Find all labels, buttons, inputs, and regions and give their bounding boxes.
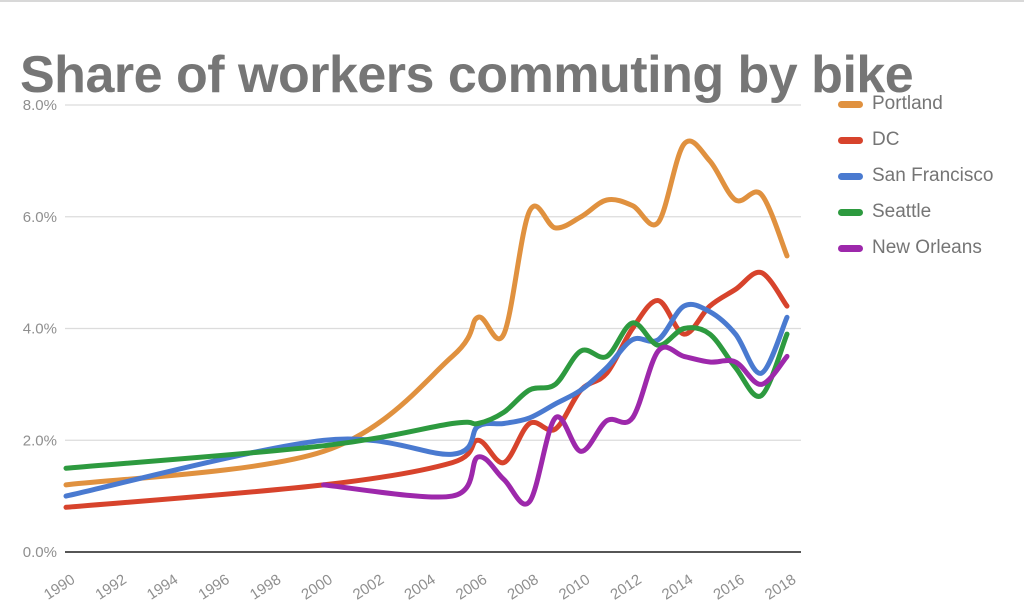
x-tick-label: 1996 xyxy=(195,571,232,603)
legend-item-san-francisco: San Francisco xyxy=(838,164,993,188)
portland-series-swatch-icon xyxy=(838,100,863,108)
x-tick-label: 1990 xyxy=(41,571,78,603)
chart-title: Share of workers commuting by bike xyxy=(20,45,914,104)
x-tick-label: 2002 xyxy=(350,571,387,603)
x-tick-label: 2016 xyxy=(710,571,747,603)
x-tick-label: 2006 xyxy=(453,571,490,603)
legend-label: San Francisco xyxy=(872,165,994,186)
x-tick-label: 2018 xyxy=(762,571,799,603)
legend-label: New Orleans xyxy=(872,237,982,258)
series-line-portland xyxy=(63,138,790,488)
x-tick-label: 2008 xyxy=(504,571,541,603)
dc-series-swatch-icon xyxy=(838,136,863,144)
seattle-series-swatch-icon xyxy=(838,208,863,216)
x-tick-label: 2014 xyxy=(659,571,696,603)
x-tick-label: 2000 xyxy=(298,571,335,603)
new-orleans-series-swatch-icon xyxy=(838,244,863,252)
legend-label: DC xyxy=(872,129,900,150)
y-tick-label: 2.0% xyxy=(23,432,57,449)
legend-label: Portland xyxy=(872,93,943,114)
window-top-edge xyxy=(0,0,1024,2)
x-tick-label: 1998 xyxy=(247,571,284,603)
x-tick-label: 1992 xyxy=(92,571,129,603)
y-tick-label: 8.0% xyxy=(23,97,57,114)
chart-legend: Portland DC San Francisco Seattle New Or… xyxy=(838,92,993,272)
y-tick-label: 4.0% xyxy=(23,321,57,338)
y-tick-label: 6.0% xyxy=(23,209,57,226)
legend-item-seattle: Seattle xyxy=(838,200,993,224)
x-tick-label: 1994 xyxy=(144,571,181,603)
y-tick-label: 0.0% xyxy=(23,544,57,561)
series-line-seattle xyxy=(63,320,790,471)
san-francisco-series-swatch-icon xyxy=(838,172,863,180)
legend-item-new-orleans: New Orleans xyxy=(838,236,993,260)
x-tick-label: 2012 xyxy=(607,571,644,603)
legend-item-dc: DC xyxy=(838,128,993,152)
legend-label: Seattle xyxy=(872,201,932,222)
x-tick-label: 2004 xyxy=(401,571,438,603)
series-line-new-orleans xyxy=(321,344,790,507)
series-line-san-francisco xyxy=(63,301,790,499)
x-tick-label: 2010 xyxy=(556,571,593,603)
legend-item-portland: Portland xyxy=(838,92,993,116)
